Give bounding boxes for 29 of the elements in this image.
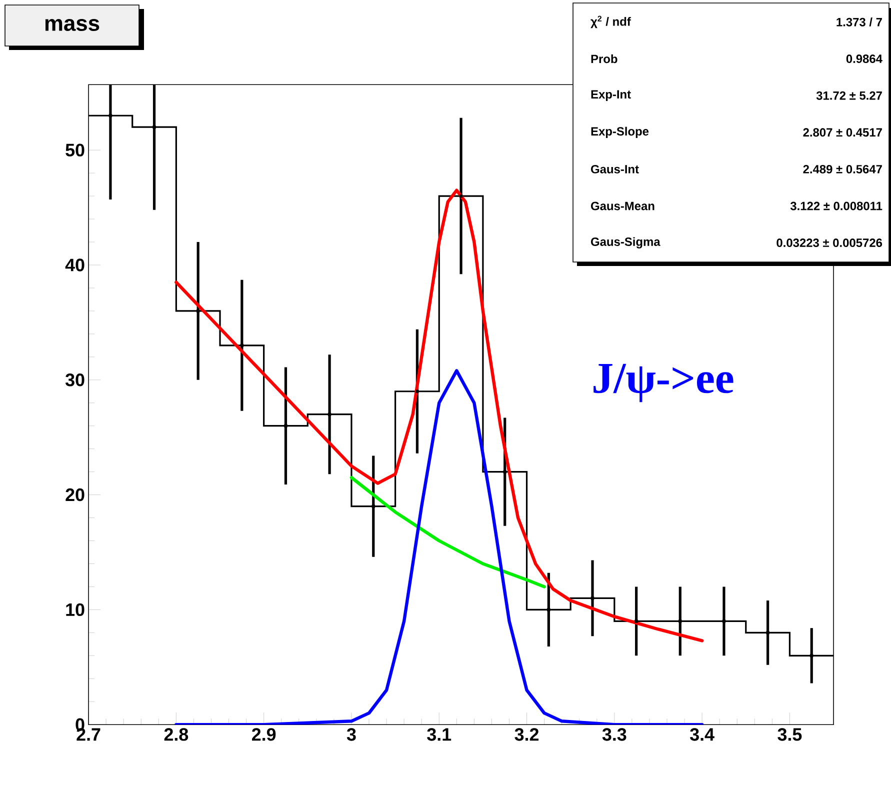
annotation: Exp-Slope — [591, 126, 649, 138]
x-tick-label: 3.4 — [690, 728, 714, 741]
text: 0.9864 — [846, 54, 882, 64]
y-tick-label: 20 — [66, 488, 84, 502]
y-tick-label: 10 — [66, 603, 84, 616]
annotation: 0.03223 ± 0.005726 — [776, 238, 882, 248]
text: 1.373 / 7 — [836, 18, 882, 26]
annotation: Gaus-Int — [591, 164, 639, 174]
x-tick-label: 2.8 — [164, 728, 188, 741]
x-tick-label: 3.5 — [778, 728, 802, 741]
annotation: 31.72 ± 5.27 — [816, 91, 882, 100]
x-tick-label: 2.9 — [252, 728, 276, 741]
y-tick-label: 30 — [65, 374, 84, 386]
chart-title: mass — [45, 18, 100, 32]
y-tick-label: 50 — [66, 144, 84, 156]
text: Prob — [591, 54, 618, 64]
x-tick-label: 3.3 — [602, 728, 626, 741]
y-tick-label: 40 — [65, 258, 84, 272]
annotation: 2.489 ± 0.5647 — [803, 164, 882, 174]
annotation: 3.122 ± 0.008011 — [790, 202, 882, 210]
text: χ$^{2}$ / ndf — [590, 16, 631, 28]
x-tick-label: 3.2 — [514, 728, 539, 741]
annotation: J/ψ->ee — [594, 364, 734, 402]
annotation: Gaus-Sigma — [591, 237, 660, 248]
x-tick-label: 3.1 — [427, 728, 452, 741]
x-tick-label: 3 — [346, 728, 356, 741]
annotation: Exp-Int — [591, 90, 631, 101]
annotation: 2.807 ± 0.4517 — [803, 128, 882, 137]
annotation: Gaus-Mean — [591, 202, 654, 210]
